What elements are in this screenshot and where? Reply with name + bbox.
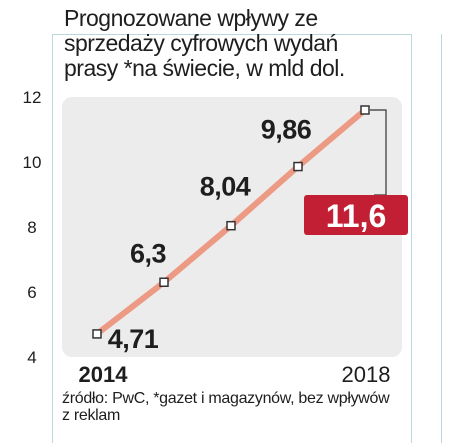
- y-tick-label: 6: [27, 283, 36, 302]
- y-tick-label: 10: [23, 153, 42, 172]
- highlight-label-box: [304, 195, 408, 235]
- data-point: [159, 277, 169, 287]
- frame-far-right-line: [441, 34, 442, 443]
- data-label: 9,86: [261, 115, 312, 145]
- frame-top-line: [52, 34, 412, 35]
- y-tick-label: 8: [27, 218, 36, 237]
- data-point: [226, 220, 236, 231]
- x-tick-labels: 2014 2018: [79, 362, 391, 387]
- highlight-callout: 11,6: [304, 195, 408, 235]
- frame-left-line: [52, 34, 53, 443]
- highlight-data-label: 11,6: [326, 198, 387, 234]
- chart-title: Prognozowane wpływy ze sprzedaży cyfrowy…: [64, 5, 345, 81]
- data-point: [293, 161, 303, 172]
- data-points: [92, 105, 370, 339]
- y-tick-label: 12: [23, 88, 42, 107]
- x-tick-label: 2014: [79, 362, 129, 387]
- frame-right-line: [411, 34, 412, 443]
- source-note: źródło: PwC, *gazet i magazynów, bez wpł…: [62, 390, 390, 424]
- data-labels: 4,71 6,3 8,04 9,86: [108, 115, 313, 354]
- data-point: [92, 329, 102, 339]
- data-label: 8,04: [200, 172, 251, 202]
- y-tick-label: 4: [27, 348, 36, 367]
- x-tick-label: 2018: [342, 362, 391, 387]
- y-tick-labels: 4 6 8 10 12: [23, 88, 42, 367]
- data-label: 4,71: [108, 324, 159, 354]
- data-point: [360, 105, 370, 115]
- data-label: 6,3: [130, 238, 167, 268]
